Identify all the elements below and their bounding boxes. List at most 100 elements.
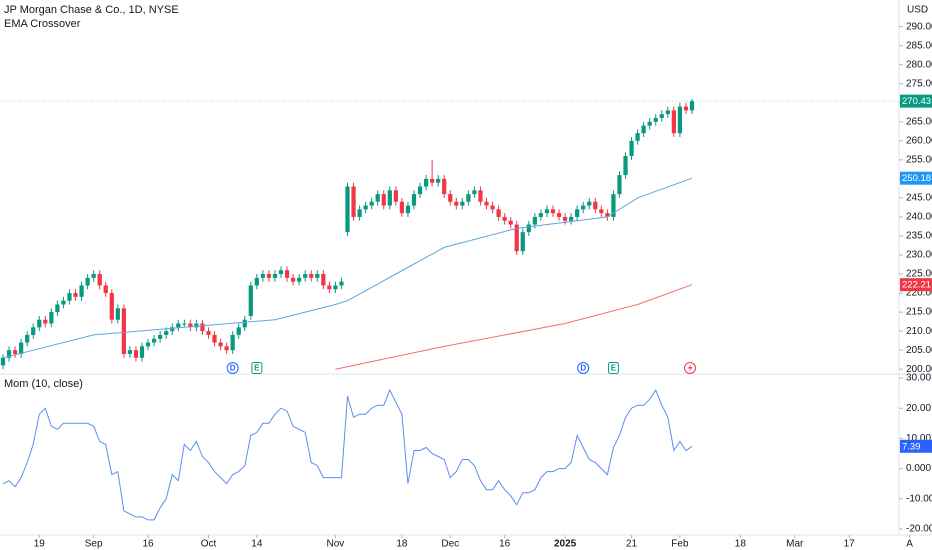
candle-body	[502, 216, 507, 221]
candle-body	[345, 186, 350, 233]
candle-body	[176, 323, 181, 328]
candle-body	[278, 270, 284, 275]
candle-body	[448, 194, 453, 202]
event-label: E	[254, 364, 260, 373]
candle-body	[677, 106, 683, 134]
candle-body	[97, 274, 102, 286]
y-tick-label: 240.00	[906, 212, 932, 223]
candle-body	[605, 213, 610, 217]
candle-body	[218, 342, 223, 347]
candle-body	[526, 224, 531, 233]
candle-body	[31, 327, 36, 335]
y-tick-label: -20.00	[906, 524, 932, 535]
y-tick-label: 235.00	[906, 231, 932, 242]
candle-body	[599, 209, 604, 214]
candle-body	[556, 213, 562, 217]
event-marker	[607, 362, 619, 374]
candle-body	[151, 338, 157, 343]
candles	[0, 98, 695, 370]
event-label: D	[230, 364, 236, 373]
candle-body	[671, 110, 676, 134]
candle-body	[496, 209, 501, 217]
candle-body	[25, 334, 30, 343]
candle-body	[12, 350, 18, 354]
y-tick-label: 0.000	[906, 463, 931, 474]
candle-body	[260, 274, 266, 278]
candle-body	[375, 194, 380, 202]
candle-body	[575, 209, 580, 217]
alert-icon[interactable]	[684, 362, 696, 374]
candle-body	[532, 216, 537, 225]
y-tick-label: 245.00	[906, 193, 932, 204]
candle-body	[484, 201, 489, 206]
y-tick-label: 210.00	[906, 326, 932, 337]
candle-body	[387, 190, 392, 206]
candle-body	[550, 209, 556, 214]
y-tick-label: 30.00	[906, 373, 931, 384]
candle-body	[393, 190, 398, 202]
candle-body	[145, 342, 151, 347]
x-tick-label: Nov	[327, 539, 345, 550]
x-tick-label: A	[906, 539, 913, 550]
candle-body	[0, 357, 6, 366]
candle-body	[490, 205, 495, 210]
candle-body	[369, 201, 374, 206]
candle-body	[67, 293, 72, 301]
candle-body	[399, 201, 405, 214]
price-badge-label: 250.18	[902, 173, 931, 184]
ema-line	[335, 284, 693, 370]
x-tick-label: Oct	[201, 539, 217, 550]
price-badge-label: 270.43	[902, 96, 931, 107]
x-tick-label: 18	[735, 539, 747, 550]
candle-body	[109, 293, 114, 320]
y-tick-label: 285.00	[906, 40, 932, 51]
x-tick-label: Sep	[85, 539, 103, 550]
y-tick-label: 280.00	[906, 59, 932, 70]
indicator-title[interactable]: EMA Crossover	[4, 18, 81, 30]
candle-body	[309, 274, 314, 278]
symbol-title[interactable]: JP Morgan Chase & Co., 1D, NYSE	[4, 4, 179, 16]
candle-body	[212, 334, 217, 343]
x-tick-label: 21	[626, 539, 638, 550]
candle-body	[266, 274, 272, 278]
candle-body	[73, 293, 78, 297]
candle-body	[315, 274, 320, 278]
candle-body	[647, 121, 652, 126]
price-badge-label: 222.21	[902, 280, 931, 291]
ema-line	[2, 177, 693, 359]
candle-body	[321, 274, 326, 286]
candle-body	[103, 285, 108, 294]
candle-body	[284, 270, 290, 278]
candle-body	[363, 205, 368, 210]
candle-body	[339, 281, 344, 286]
candle-body	[115, 308, 120, 320]
event-label: D	[580, 364, 586, 373]
y-tick-label: 260.00	[906, 135, 932, 146]
momentum-title[interactable]: Mom (10, close)	[4, 378, 83, 390]
candle-body	[587, 201, 592, 206]
candle-body	[623, 156, 628, 176]
candle-body	[581, 205, 586, 210]
candle-body	[303, 274, 308, 278]
candle-body	[55, 304, 60, 313]
candle-body	[659, 114, 664, 118]
y-tick-label: 20.00	[906, 403, 931, 414]
candle-body	[43, 319, 48, 324]
x-tick-label: Mar	[786, 539, 804, 550]
candle-body	[158, 334, 163, 339]
candle-body	[206, 331, 211, 335]
candle-body	[454, 201, 459, 206]
candle-body	[436, 178, 441, 183]
candle-body	[85, 277, 90, 286]
event-label: E	[611, 364, 617, 373]
y-tick-label: 290.00	[906, 21, 932, 32]
x-tick-label: 17	[844, 539, 856, 550]
candle-body	[544, 209, 550, 214]
candle-body	[538, 213, 544, 217]
candle-body	[478, 190, 483, 202]
candle-body	[635, 133, 640, 141]
candle-body	[164, 331, 169, 335]
candle-body	[194, 323, 199, 328]
